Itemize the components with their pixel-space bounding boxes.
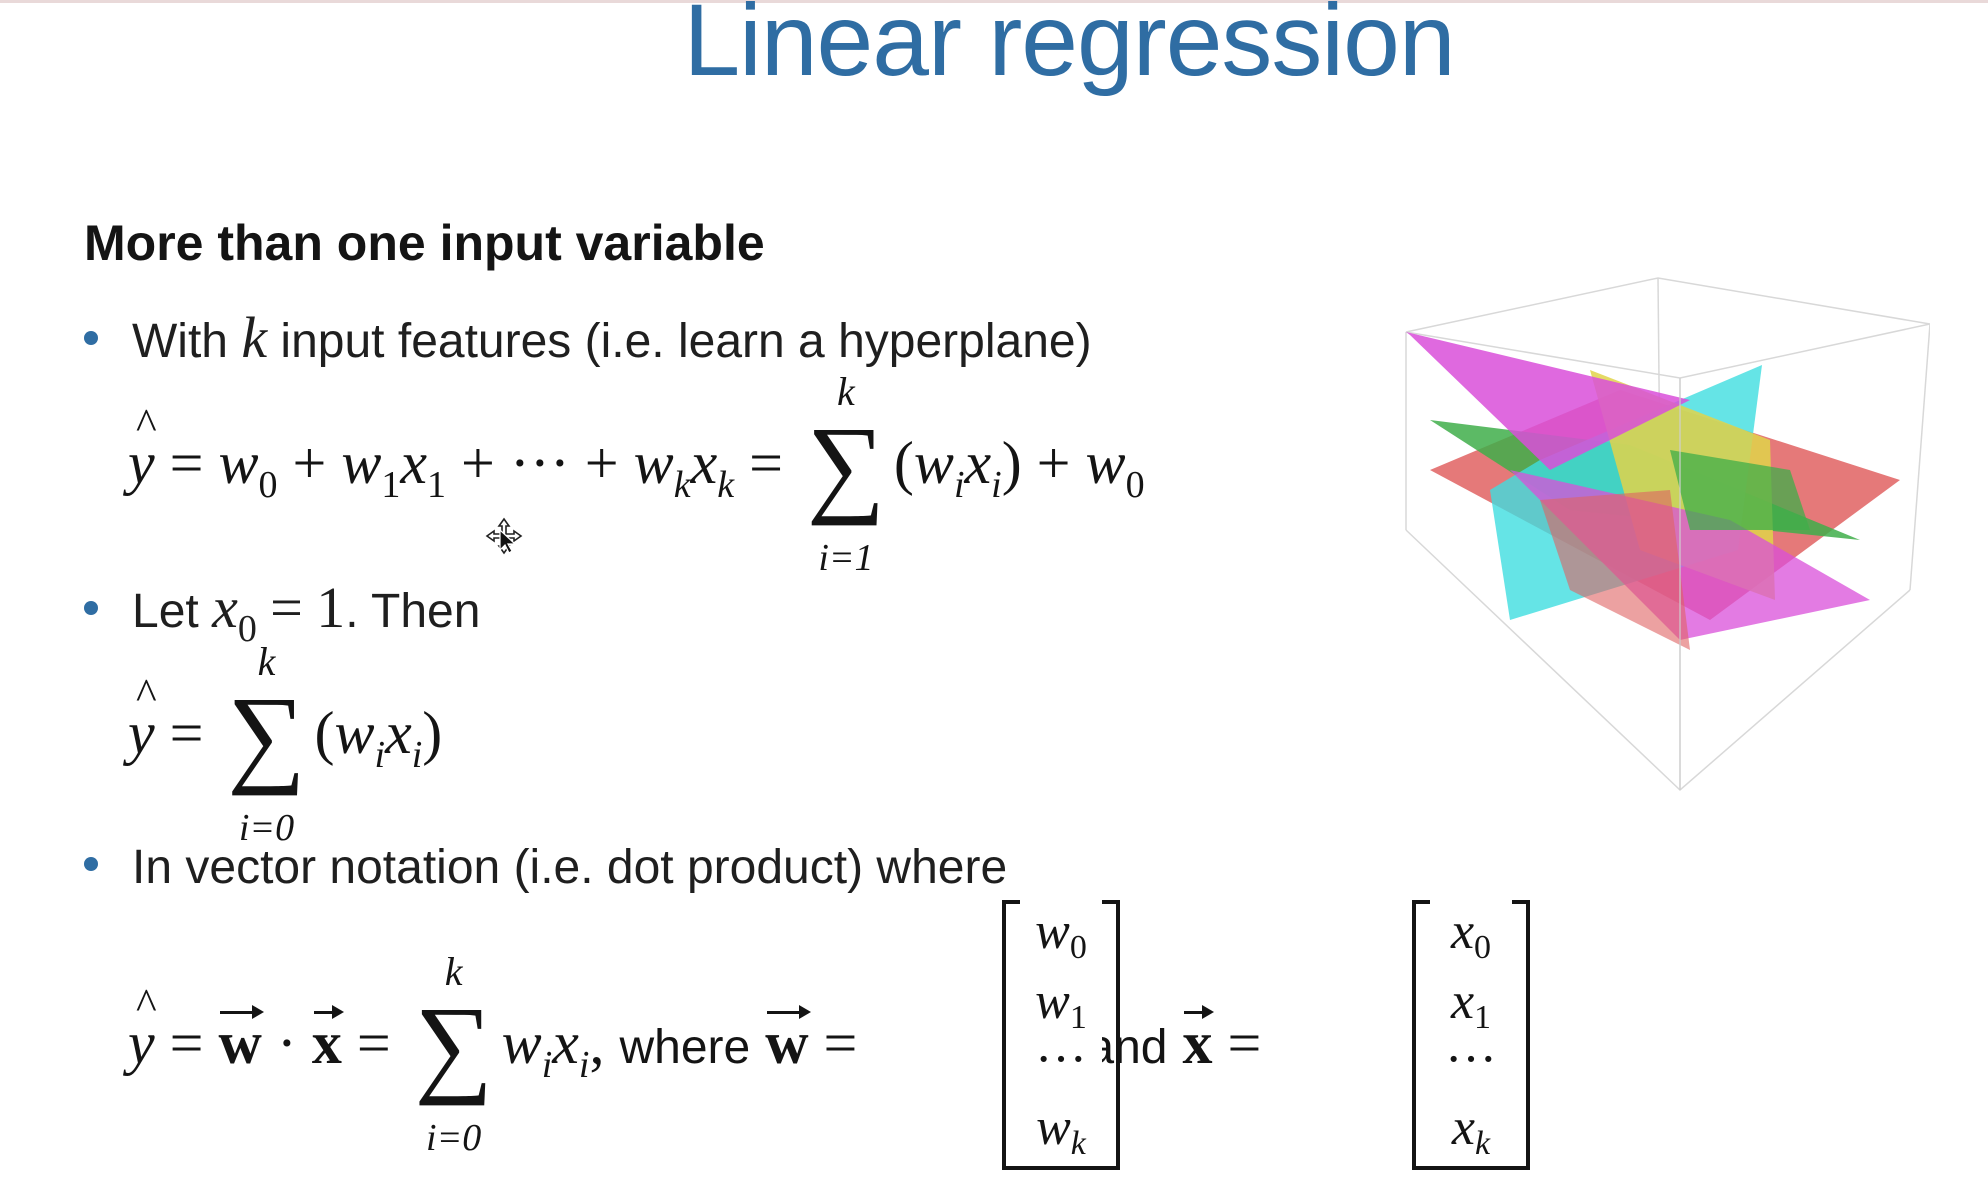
matrix-cell-w0: w0 — [1035, 903, 1087, 966]
input-vector-matrix: x0 x1 ··· xk — [1412, 896, 1530, 1174]
bullet-dot — [84, 331, 98, 346]
bullet-dot — [84, 857, 98, 872]
slide-title: Linear regression — [683, 0, 1455, 97]
top-border — [0, 0, 1988, 3]
equation-vector-form: y = w · x = k ∑ i=0 wixi, where w = and … — [128, 949, 1261, 1159]
bullet-2: Let x0 = 1. Then — [84, 574, 480, 651]
bullet-3: In vector notation (i.e. dot product) wh… — [84, 840, 1007, 895]
matrix-cell-wk: wk — [1036, 1099, 1086, 1162]
hyperplanes-cube-figure — [1405, 277, 1930, 792]
summation-symbol: k ∑ i=0 — [227, 639, 306, 849]
bullet-dot — [84, 601, 98, 616]
section-heading: More than one input variable — [84, 215, 765, 271]
matrix-cell-w1: w1 — [1035, 973, 1087, 1036]
summation-symbol: k ∑ i=1 — [806, 369, 886, 579]
equation-expansion: y = w0 + w1x1 + ··· + wkxk = k ∑ i=1 (wi… — [128, 369, 1145, 579]
matrix-cell-x1: x1 — [1450, 973, 1492, 1036]
matrix-cell-dots: ··· — [1445, 1031, 1497, 1088]
weight-vector-matrix: w0 w1 ··· wk — [1002, 896, 1120, 1174]
bullet-1: With k input features (i.e. learn a hype… — [84, 304, 1092, 371]
move-cursor-icon — [485, 517, 523, 555]
matrix-cell-dots: ··· — [1035, 1031, 1087, 1088]
matrix-cell-xk: xk — [1451, 1099, 1491, 1162]
summation-symbol: k ∑ i=0 — [414, 949, 493, 1159]
equation-sum-from-zero: y = k ∑ i=0 (wixi) — [128, 639, 442, 849]
matrix-cell-x0: x0 — [1450, 903, 1492, 966]
